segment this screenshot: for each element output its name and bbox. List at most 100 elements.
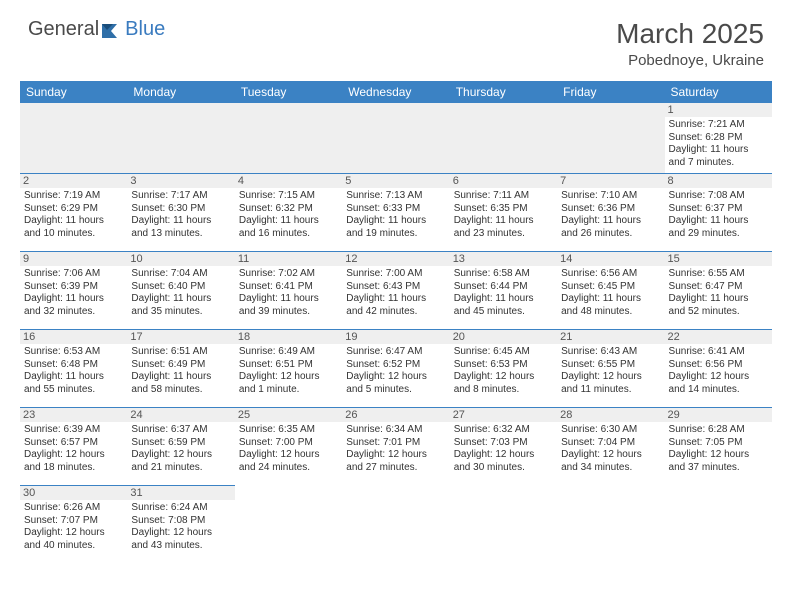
calendar-cell: 22Sunrise: 6:41 AMSunset: 6:56 PMDayligh…	[665, 330, 772, 408]
sunset-label: Sunset: 6:28 PM	[669, 132, 768, 145]
calendar-cell: 28Sunrise: 6:30 AMSunset: 7:04 PMDayligh…	[557, 408, 664, 486]
sunset-label: Sunset: 6:52 PM	[346, 359, 445, 372]
day2-label: and 24 minutes.	[239, 462, 338, 475]
calendar-cell: 30Sunrise: 6:26 AMSunset: 7:07 PMDayligh…	[20, 486, 127, 564]
calendar-cell: 26Sunrise: 6:34 AMSunset: 7:01 PMDayligh…	[342, 408, 449, 486]
calendar-cell: 9Sunrise: 7:06 AMSunset: 6:39 PMDaylight…	[20, 252, 127, 330]
sunrise-label: Sunrise: 7:02 AM	[239, 268, 338, 281]
calendar-row: 16Sunrise: 6:53 AMSunset: 6:48 PMDayligh…	[20, 330, 772, 408]
sunset-label: Sunset: 6:44 PM	[454, 281, 553, 294]
day2-label: and 27 minutes.	[346, 462, 445, 475]
sunrise-label: Sunrise: 6:28 AM	[669, 424, 768, 437]
sunset-label: Sunset: 6:56 PM	[669, 359, 768, 372]
calendar-cell: 17Sunrise: 6:51 AMSunset: 6:49 PMDayligh…	[127, 330, 234, 408]
calendar-head: SundayMondayTuesdayWednesdayThursdayFrid…	[20, 81, 772, 103]
sunrise-label: Sunrise: 6:26 AM	[24, 502, 123, 515]
day1-label: Daylight: 12 hours	[454, 371, 553, 384]
day-number: 21	[557, 330, 664, 344]
day2-label: and 19 minutes.	[346, 228, 445, 241]
calendar-cell: 6Sunrise: 7:11 AMSunset: 6:35 PMDaylight…	[450, 174, 557, 252]
day-number: 11	[235, 252, 342, 266]
calendar-cell: 8Sunrise: 7:08 AMSunset: 6:37 PMDaylight…	[665, 174, 772, 252]
day-number: 17	[127, 330, 234, 344]
calendar-row: 1Sunrise: 7:21 AMSunset: 6:28 PMDaylight…	[20, 103, 772, 174]
calendar-row: 23Sunrise: 6:39 AMSunset: 6:57 PMDayligh…	[20, 408, 772, 486]
sunrise-label: Sunrise: 6:47 AM	[346, 346, 445, 359]
day1-label: Daylight: 11 hours	[24, 215, 123, 228]
sunrise-label: Sunrise: 7:15 AM	[239, 190, 338, 203]
calendar-cell: 25Sunrise: 6:35 AMSunset: 7:00 PMDayligh…	[235, 408, 342, 486]
day2-label: and 55 minutes.	[24, 384, 123, 397]
day-number: 3	[127, 174, 234, 188]
calendar-cell: 24Sunrise: 6:37 AMSunset: 6:59 PMDayligh…	[127, 408, 234, 486]
sunrise-label: Sunrise: 6:30 AM	[561, 424, 660, 437]
sunrise-label: Sunrise: 7:13 AM	[346, 190, 445, 203]
sunrise-label: Sunrise: 6:49 AM	[239, 346, 338, 359]
day1-label: Daylight: 11 hours	[561, 293, 660, 306]
day2-label: and 11 minutes.	[561, 384, 660, 397]
day2-label: and 21 minutes.	[131, 462, 230, 475]
day-number: 30	[20, 486, 127, 500]
calendar-row: 9Sunrise: 7:06 AMSunset: 6:39 PMDaylight…	[20, 252, 772, 330]
calendar-cell	[235, 486, 342, 564]
day-number: 1	[665, 103, 772, 117]
calendar-cell	[557, 103, 664, 174]
day-number: 2	[20, 174, 127, 188]
sunset-label: Sunset: 6:55 PM	[561, 359, 660, 372]
sunset-label: Sunset: 6:45 PM	[561, 281, 660, 294]
day2-label: and 26 minutes.	[561, 228, 660, 241]
day2-label: and 45 minutes.	[454, 306, 553, 319]
day1-label: Daylight: 11 hours	[454, 293, 553, 306]
calendar-cell: 20Sunrise: 6:45 AMSunset: 6:53 PMDayligh…	[450, 330, 557, 408]
sunrise-label: Sunrise: 7:10 AM	[561, 190, 660, 203]
day2-label: and 34 minutes.	[561, 462, 660, 475]
sunset-label: Sunset: 7:04 PM	[561, 437, 660, 450]
day-number: 25	[235, 408, 342, 422]
day-number: 20	[450, 330, 557, 344]
day-number: 10	[127, 252, 234, 266]
calendar-cell: 23Sunrise: 6:39 AMSunset: 6:57 PMDayligh…	[20, 408, 127, 486]
calendar-cell: 10Sunrise: 7:04 AMSunset: 6:40 PMDayligh…	[127, 252, 234, 330]
day1-label: Daylight: 11 hours	[669, 215, 768, 228]
day-number: 19	[342, 330, 449, 344]
day1-label: Daylight: 11 hours	[131, 293, 230, 306]
day1-label: Daylight: 11 hours	[239, 215, 338, 228]
day2-label: and 16 minutes.	[239, 228, 338, 241]
sunset-label: Sunset: 7:05 PM	[669, 437, 768, 450]
day2-label: and 35 minutes.	[131, 306, 230, 319]
calendar-cell: 14Sunrise: 6:56 AMSunset: 6:45 PMDayligh…	[557, 252, 664, 330]
calendar-cell: 3Sunrise: 7:17 AMSunset: 6:30 PMDaylight…	[127, 174, 234, 252]
sunrise-label: Sunrise: 6:41 AM	[669, 346, 768, 359]
day-header: Saturday	[665, 81, 772, 103]
day1-label: Daylight: 12 hours	[346, 371, 445, 384]
calendar-row: 30Sunrise: 6:26 AMSunset: 7:07 PMDayligh…	[20, 486, 772, 564]
day1-label: Daylight: 11 hours	[131, 371, 230, 384]
day2-label: and 43 minutes.	[131, 540, 230, 553]
sunrise-label: Sunrise: 6:43 AM	[561, 346, 660, 359]
sunrise-label: Sunrise: 7:17 AM	[131, 190, 230, 203]
day-number: 12	[342, 252, 449, 266]
sunset-label: Sunset: 6:49 PM	[131, 359, 230, 372]
sunrise-label: Sunrise: 6:53 AM	[24, 346, 123, 359]
day1-label: Daylight: 11 hours	[131, 215, 230, 228]
day2-label: and 39 minutes.	[239, 306, 338, 319]
sunset-label: Sunset: 6:59 PM	[131, 437, 230, 450]
day-number: 4	[235, 174, 342, 188]
day-number: 13	[450, 252, 557, 266]
sunset-label: Sunset: 7:07 PM	[24, 515, 123, 528]
sunset-label: Sunset: 6:36 PM	[561, 203, 660, 216]
page-header: General Blue March 2025 Pobednoye, Ukrai…	[0, 0, 792, 77]
day1-label: Daylight: 12 hours	[454, 449, 553, 462]
day1-label: Daylight: 11 hours	[24, 293, 123, 306]
day2-label: and 23 minutes.	[454, 228, 553, 241]
calendar-cell: 2Sunrise: 7:19 AMSunset: 6:29 PMDaylight…	[20, 174, 127, 252]
sunset-label: Sunset: 6:33 PM	[346, 203, 445, 216]
day-number: 6	[450, 174, 557, 188]
calendar-cell: 13Sunrise: 6:58 AMSunset: 6:44 PMDayligh…	[450, 252, 557, 330]
sunrise-label: Sunrise: 6:45 AM	[454, 346, 553, 359]
sunrise-label: Sunrise: 6:32 AM	[454, 424, 553, 437]
day-number: 7	[557, 174, 664, 188]
calendar-cell	[450, 486, 557, 564]
sunrise-label: Sunrise: 7:21 AM	[669, 119, 768, 132]
sunset-label: Sunset: 6:32 PM	[239, 203, 338, 216]
